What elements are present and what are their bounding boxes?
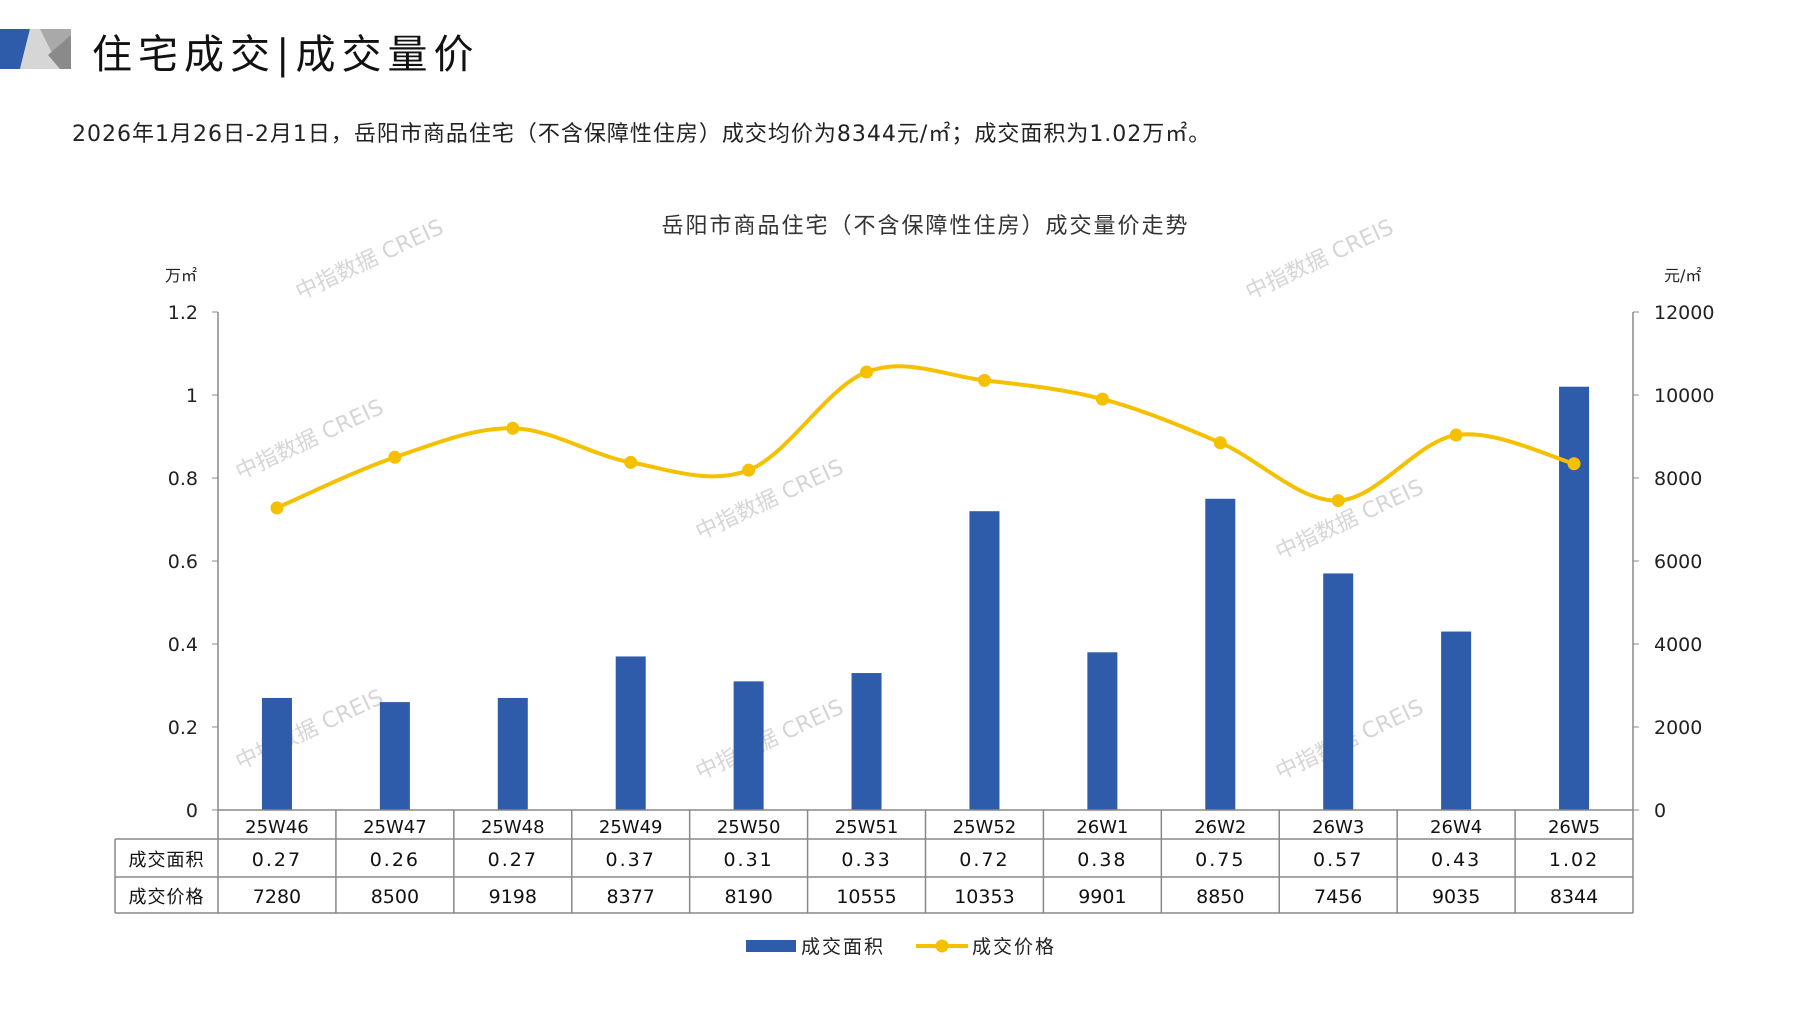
- watermark: 中指数据 CREIS: [692, 695, 848, 785]
- area-value: 0.27: [488, 849, 538, 871]
- right-tick-label: 6000: [1654, 551, 1702, 573]
- right-tick-label: 2000: [1654, 717, 1702, 739]
- price-point-26W4: [1449, 428, 1463, 442]
- legend-bar-label: 成交面积: [801, 936, 885, 958]
- left-tick-label: 1.2: [168, 302, 198, 324]
- watermark: 中指数据 CREIS: [232, 395, 388, 485]
- price-value: 9035: [1432, 886, 1480, 908]
- bar-25W50: [733, 681, 764, 810]
- price-value: 8377: [607, 886, 655, 908]
- price-value: 7456: [1314, 886, 1362, 908]
- price-line: [276, 364, 1575, 510]
- bar-25W49: [615, 656, 646, 810]
- price-value: 10353: [954, 886, 1014, 908]
- area-value: 0.31: [723, 849, 773, 871]
- legend-line-label: 成交价格: [972, 936, 1056, 958]
- watermark: 中指数据 CREIS: [1242, 215, 1398, 305]
- price-value: 10555: [836, 886, 896, 908]
- area-value: 0.27: [252, 849, 302, 871]
- left-tick-label: 0.6: [168, 551, 198, 573]
- right-tick-label: 12000: [1654, 302, 1714, 324]
- bar-26W2: [1205, 498, 1236, 810]
- area-value: 0.38: [1077, 849, 1127, 871]
- price-point-25W52: [977, 373, 991, 387]
- price-point-26W2: [1213, 436, 1227, 450]
- bar-25W47: [379, 702, 410, 810]
- category-label: 25W47: [363, 817, 427, 838]
- price-value: 8500: [371, 886, 419, 908]
- table-row-header-area: 成交面积: [129, 850, 205, 871]
- right-axis-unit: 元/㎡: [1664, 266, 1701, 285]
- category-label: 26W3: [1312, 817, 1364, 838]
- bar-25W51: [851, 673, 882, 810]
- legend-line-marker: [935, 939, 949, 953]
- area-value: 0.37: [606, 849, 656, 871]
- price-point-25W51: [860, 365, 874, 379]
- right-tick-label: 0: [1654, 800, 1666, 822]
- price-point-25W48: [506, 421, 520, 435]
- category-label: 26W4: [1430, 817, 1482, 838]
- category-label: 25W51: [835, 817, 899, 838]
- watermark: 中指数据 CREIS: [692, 455, 848, 545]
- left-tick-label: 0.2: [168, 717, 198, 739]
- right-tick-label: 10000: [1654, 385, 1714, 407]
- left-axis-unit: 万㎡: [165, 266, 197, 285]
- price-value: 8344: [1550, 886, 1598, 908]
- price-value: 8850: [1196, 886, 1244, 908]
- price-point-25W50: [742, 463, 756, 477]
- category-label: 25W49: [599, 817, 663, 838]
- price-point-25W49: [624, 455, 638, 469]
- bar-25W52: [969, 511, 1000, 810]
- area-value: 0.33: [841, 849, 891, 871]
- price-point-25W47: [388, 450, 402, 464]
- price-point-26W5: [1567, 457, 1581, 471]
- watermark: 中指数据 CREIS: [292, 215, 448, 305]
- price-value: 7280: [253, 886, 301, 908]
- category-label: 25W50: [717, 817, 781, 838]
- area-value: 0.43: [1431, 849, 1481, 871]
- left-tick-label: 0.4: [168, 634, 198, 656]
- bar-26W5: [1559, 386, 1590, 810]
- area-value: 0.72: [959, 849, 1009, 871]
- summary-text: 2026年1月26日-2月1日，岳阳市商品住宅（不含保障性住房）成交均价为834…: [72, 122, 1212, 147]
- price-value: 8190: [724, 886, 772, 908]
- category-label: 25W52: [953, 817, 1017, 838]
- bar-25W48: [497, 697, 528, 810]
- left-tick-label: 0: [186, 800, 198, 822]
- left-tick-label: 1: [186, 385, 198, 407]
- area-value: 1.02: [1549, 849, 1599, 871]
- watermark: 中指数据 CREIS: [1272, 695, 1428, 785]
- category-label: 26W1: [1076, 817, 1128, 838]
- category-label: 25W48: [481, 817, 545, 838]
- area-value: 0.26: [370, 849, 420, 871]
- category-label: 25W46: [245, 817, 309, 838]
- bar-25W46: [261, 697, 292, 810]
- area-value: 0.75: [1195, 849, 1245, 871]
- bar-26W1: [1087, 652, 1118, 810]
- watermark: 中指数据 CREIS: [1272, 475, 1428, 565]
- right-tick-label: 4000: [1654, 634, 1702, 656]
- area-value: 0.57: [1313, 849, 1363, 871]
- chart-title: 岳阳市商品住宅（不含保障性住房）成交量价走势: [661, 214, 1189, 239]
- price-point-26W3: [1331, 494, 1345, 508]
- watermark: 中指数据 CREIS: [232, 685, 388, 775]
- legend-bar-swatch: [746, 940, 796, 952]
- right-tick-label: 8000: [1654, 468, 1702, 490]
- page-title: 住宅成交|成交量价: [92, 32, 480, 78]
- table-row-header-price: 成交价格: [129, 887, 205, 908]
- price-value: 9198: [489, 886, 537, 908]
- price-value: 9901: [1078, 886, 1126, 908]
- category-label: 26W2: [1194, 817, 1246, 838]
- bar-26W4: [1441, 631, 1472, 810]
- left-tick-label: 0.8: [168, 468, 198, 490]
- price-point-25W46: [270, 501, 284, 515]
- bar-26W3: [1323, 573, 1354, 810]
- category-label: 26W5: [1548, 817, 1600, 838]
- header-logo: [0, 29, 71, 69]
- price-point-26W1: [1095, 392, 1109, 406]
